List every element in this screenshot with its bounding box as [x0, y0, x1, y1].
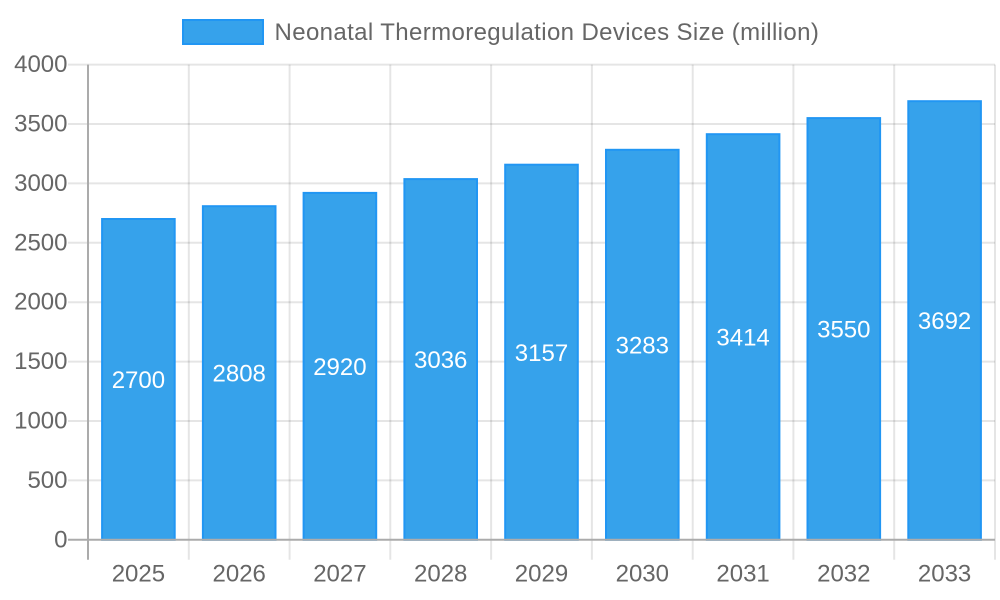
svg-text:2029: 2029: [515, 561, 568, 588]
svg-text:2808: 2808: [213, 361, 266, 388]
svg-text:2032: 2032: [817, 561, 870, 588]
svg-text:1000: 1000: [14, 408, 67, 435]
svg-text:3157: 3157: [515, 340, 568, 367]
svg-text:4000: 4000: [14, 51, 67, 78]
svg-text:Neonatal Thermoregulation Devi: Neonatal Thermoregulation Devices Size (…: [275, 19, 820, 46]
svg-text:2500: 2500: [14, 229, 67, 256]
svg-text:0: 0: [54, 526, 67, 553]
svg-text:2026: 2026: [213, 561, 266, 588]
svg-text:3500: 3500: [14, 111, 67, 138]
svg-text:3550: 3550: [817, 316, 870, 343]
svg-text:2031: 2031: [716, 561, 769, 588]
svg-text:3036: 3036: [414, 347, 467, 374]
svg-text:3000: 3000: [14, 170, 67, 197]
svg-text:2028: 2028: [414, 561, 467, 588]
svg-text:2920: 2920: [313, 354, 366, 381]
svg-text:3692: 3692: [918, 308, 971, 335]
svg-text:1500: 1500: [14, 348, 67, 375]
svg-text:2033: 2033: [918, 561, 971, 588]
svg-text:2027: 2027: [313, 561, 366, 588]
svg-text:500: 500: [27, 467, 67, 494]
svg-text:2030: 2030: [616, 561, 669, 588]
svg-text:2700: 2700: [112, 367, 165, 394]
svg-text:3414: 3414: [716, 325, 769, 352]
svg-text:3283: 3283: [616, 332, 669, 359]
svg-text:2000: 2000: [14, 289, 67, 316]
svg-text:2025: 2025: [112, 561, 165, 588]
